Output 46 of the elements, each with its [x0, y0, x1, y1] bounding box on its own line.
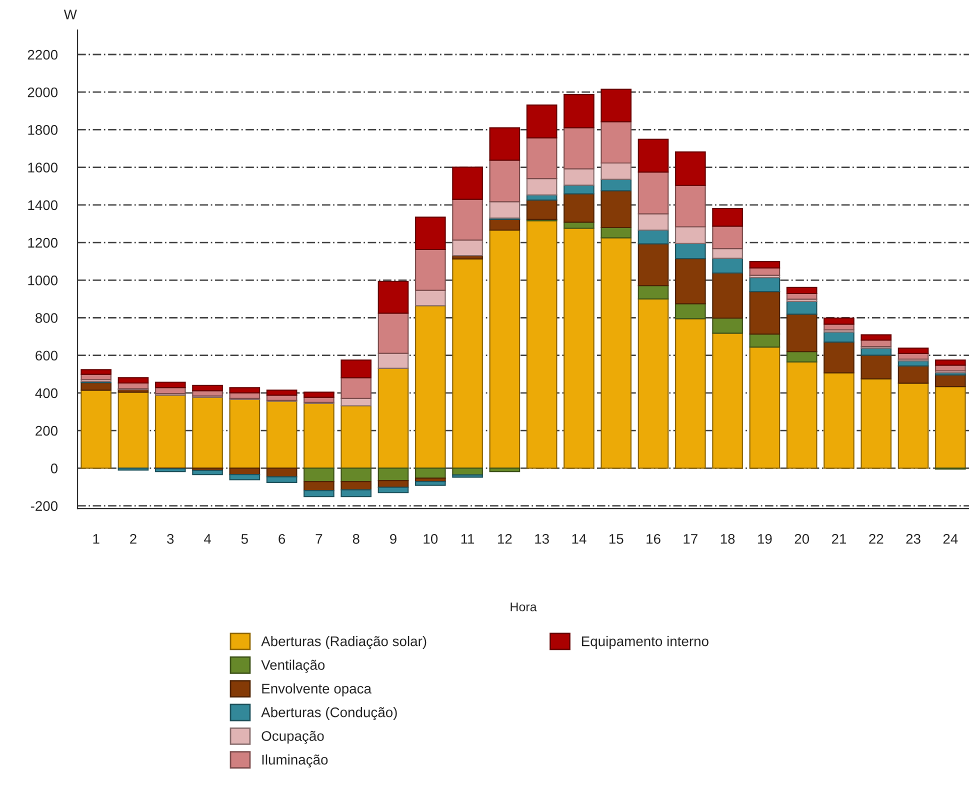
x-tick-label: 17: [684, 534, 698, 544]
x-tick-label: 18: [720, 534, 735, 544]
y-axis-title: W: [64, 10, 77, 20]
x-tick-label: 12: [498, 534, 512, 544]
y-tick-label: 0: [50, 464, 58, 474]
x-tick-label: 15: [609, 534, 624, 544]
x-tick-label: 19: [758, 534, 772, 544]
legend-label: Equipamento interno: [582, 636, 708, 649]
x-axis-title: Hora: [510, 602, 537, 612]
x-tick-label: 3: [167, 534, 174, 544]
y-tick-label: 1400: [28, 200, 58, 210]
x-tick-label: 21: [832, 534, 846, 544]
x-tick-label: 5: [241, 534, 248, 544]
x-tick-label: 20: [794, 534, 810, 544]
legend-label: Ventilação: [261, 660, 325, 673]
x-tick-label: 16: [646, 534, 660, 544]
y-tick-label: 1600: [28, 162, 58, 172]
x-tick-label: 9: [390, 534, 396, 544]
y-tick-label: 200: [36, 426, 58, 436]
x-tick-label: 22: [869, 534, 884, 544]
y-tick-label: 2000: [28, 87, 58, 98]
x-tick-label: 11: [461, 534, 474, 544]
x-tick-label: 24: [943, 534, 958, 544]
y-tick-label: -200: [30, 501, 58, 511]
x-tick-label: 4: [204, 534, 211, 544]
x-tick-label: 14: [572, 534, 586, 544]
x-tick-label: 2: [130, 534, 136, 544]
x-tick-label: 1: [93, 534, 100, 544]
legend-label: Aberturas (Radiação solar): [261, 636, 426, 650]
y-tick-label: 600: [36, 350, 58, 361]
x-tick-label: 13: [535, 534, 549, 544]
x-tick-label: 8: [352, 534, 360, 544]
y-tick-label: 1800: [28, 125, 58, 135]
y-tick-label: 400: [35, 388, 58, 398]
y-tick-label: 800: [36, 313, 58, 323]
x-tick-label: 6: [278, 534, 286, 544]
x-tick-label: 7: [316, 534, 322, 544]
legend-label: Iluminação: [262, 754, 328, 768]
y-tick-label: 1000: [28, 275, 58, 286]
y-tick-label: 2200: [28, 50, 58, 60]
legend-label: Ocupação: [262, 730, 324, 744]
y-tick-label: 1200: [28, 238, 58, 248]
legend-label: Aberturas (Condução): [261, 707, 397, 720]
x-tick-label: 10: [424, 534, 438, 544]
legend-label: Envolvente opaca: [262, 683, 372, 696]
x-tick-label: 23: [906, 534, 920, 544]
